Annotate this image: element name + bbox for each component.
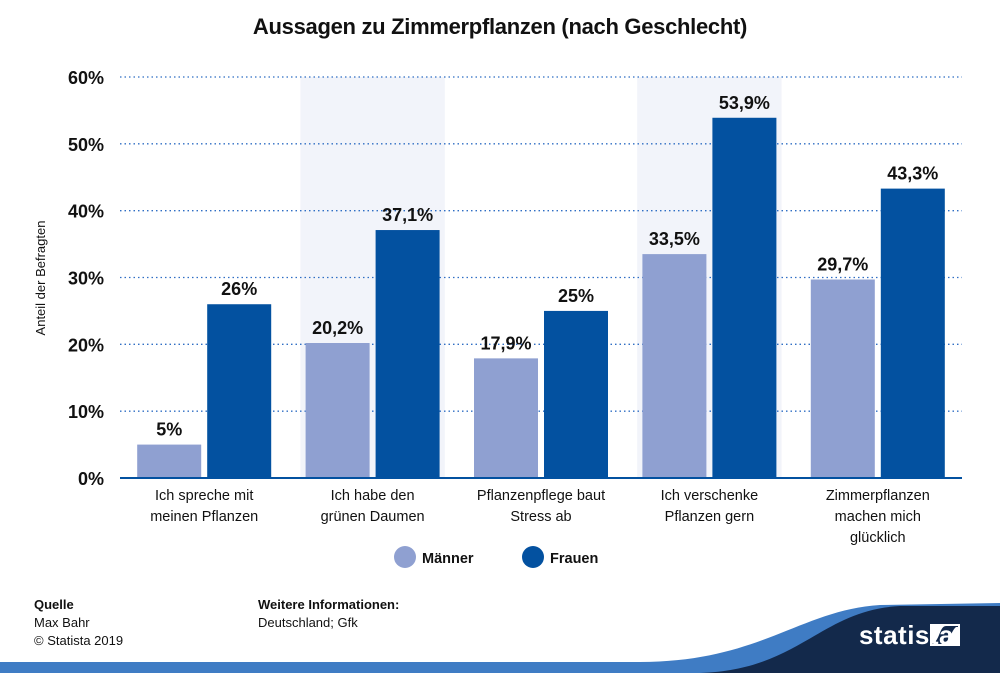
value-label: 5%: [156, 420, 182, 440]
value-labels: 5% 20,2% 17,9% 33,5% 29,7% 26% 37,1% 25% 53,9% 43…: [156, 93, 938, 440]
value-label: 43,3%: [887, 164, 938, 184]
value-label: 17,9%: [480, 333, 531, 353]
bar-frauen: [207, 304, 272, 478]
category-label-line: Pflanzenpflege baut: [477, 488, 605, 504]
footer-dark-panel: [700, 606, 1000, 673]
chart-title: Aussagen zu Zimmerpflanzen (nach Geschle…: [252, 14, 748, 39]
footer-wave: [0, 603, 1000, 673]
category-labels: Ich spreche mit meinen Pflanzen Ich habe d…: [150, 488, 930, 546]
bar-frauen: [712, 117, 777, 478]
statista-logo-text[interactable]: statista: [858, 620, 954, 650]
category-label-line: Stress ab: [510, 509, 571, 525]
info-text: Deutschland; Gfk: [258, 615, 358, 630]
source-block: Quelle Max Bahr © Statista 2019: [34, 596, 123, 650]
info-block: Weitere Informationen: Deutschland; Gfk: [258, 596, 399, 632]
value-label: 29,7%: [817, 255, 868, 275]
category-label: Ich verschenke Pflanzen gern: [661, 488, 759, 525]
footer-decoration: [0, 603, 1000, 673]
category-label: Zimmerpflanzen machen mich glücklich: [826, 488, 930, 546]
category-label-line: Zimmerpflanzen: [826, 488, 930, 504]
source-heading: Quelle: [34, 597, 74, 612]
y-tick-label: 10%: [68, 402, 104, 422]
y-axis-ticks: 0% 10% 20% 30% 40% 50% 60%: [68, 68, 104, 489]
bar-frauen: [544, 310, 608, 478]
y-tick-label: 60%: [68, 68, 104, 88]
value-label: 25%: [558, 286, 594, 306]
category-label: Ich habe den grünen Daumen: [321, 488, 425, 525]
bar-maenner: [137, 444, 202, 478]
bar-maenner: [305, 342, 370, 478]
statista-logo-icon: [930, 624, 960, 646]
category-label: Pflanzenpflege baut Stress ab: [477, 488, 605, 525]
category-label-line: Ich spreche mit: [155, 488, 253, 504]
legend-label-maenner: Männer: [422, 551, 474, 567]
category-label-line: Ich habe den: [331, 488, 415, 504]
legend-marker-frauen: [522, 546, 544, 568]
y-tick-label: 0%: [78, 469, 104, 489]
legend: Männer Frauen: [394, 546, 598, 568]
value-label: 53,9%: [719, 93, 770, 113]
bar-maenner: [642, 254, 707, 478]
y-axis-label: Anteil der Befragten: [33, 221, 48, 336]
legend-label-frauen: Frauen: [550, 551, 598, 567]
category-label-line: meinen Pflanzen: [150, 509, 258, 525]
y-tick-label: 40%: [68, 202, 104, 222]
bar-maenner: [474, 358, 538, 478]
category-label-line: Pflanzen gern: [665, 509, 754, 525]
category-label-line: machen mich: [835, 509, 921, 525]
value-label: 37,1%: [382, 205, 433, 225]
y-tick-label: 30%: [68, 269, 104, 289]
category-label-line: glücklich: [850, 530, 906, 546]
copyright[interactable]: © Statista 2019: [34, 633, 124, 648]
y-tick-label: 50%: [68, 135, 104, 155]
source-name: Max Bahr: [34, 615, 90, 630]
legend-marker-maenner: [394, 546, 416, 568]
bars: [137, 117, 945, 478]
y-tick-label: 20%: [68, 335, 104, 355]
category-label-line: Ich verschenke: [661, 488, 759, 504]
value-label: 33,5%: [649, 229, 700, 249]
bar-frauen: [880, 188, 945, 478]
category-label-line: grünen Daumen: [321, 509, 425, 525]
value-label: 26%: [221, 279, 257, 299]
bar-maenner: [810, 279, 875, 478]
value-label: 20,2%: [312, 318, 363, 338]
bar-frauen: [375, 230, 440, 478]
info-heading[interactable]: Weitere Informationen:: [258, 597, 400, 612]
category-label: Ich spreche mit meinen Pflanzen: [150, 488, 258, 525]
